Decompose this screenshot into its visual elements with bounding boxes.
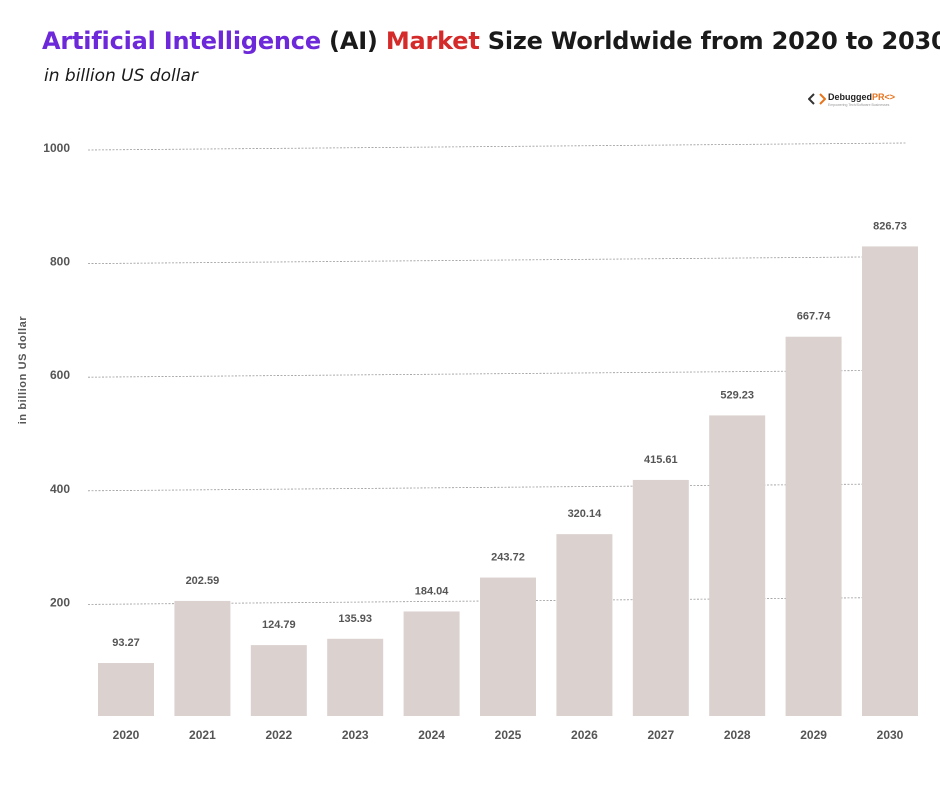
bar <box>327 638 384 716</box>
value-label: 320.14 <box>568 508 603 520</box>
title-part-rest: Size Worldwide from 2020 to 2030 <box>479 27 940 55</box>
bar <box>862 246 918 716</box>
x-tick-label: 2025 <box>495 728 522 742</box>
bar <box>174 600 231 716</box>
grid-line <box>87 369 907 378</box>
x-tick-label: 2021 <box>189 728 216 742</box>
logo-name-main: Debugged <box>828 92 872 102</box>
x-tick-label: 2029 <box>800 728 827 742</box>
x-tick-label: 2024 <box>418 728 445 742</box>
y-tick-label: 200 <box>50 595 70 609</box>
x-tick-label: 2020 <box>113 728 140 742</box>
x-tick-label: 2028 <box>724 728 751 742</box>
code-brackets-icon <box>808 93 826 105</box>
bar <box>480 577 536 716</box>
y-axis-label: in billion US dollar <box>17 316 29 425</box>
bar <box>98 663 154 716</box>
value-labels: 93.27 202.59 124.79 135.93 184.04 243.72 320.1… <box>112 220 907 649</box>
brand-logo: DebuggedPR<> Empowering Tech/Software Bu… <box>808 92 908 110</box>
bar <box>785 336 842 716</box>
title-part-abbrev: (AI) <box>320 27 386 55</box>
x-tick-label: 2030 <box>877 728 904 742</box>
logo-name-accent: PR <box>872 92 885 102</box>
value-label: 529.23 <box>720 389 754 401</box>
x-tick-label: 2022 <box>265 728 292 742</box>
y-axis-ticks: 200 400 600 800 1000 <box>43 141 70 609</box>
x-tick-label: 2027 <box>647 728 674 742</box>
bar <box>556 534 613 716</box>
value-label: 184.04 <box>415 585 450 597</box>
chart-subtitle: in billion US dollar <box>44 66 198 86</box>
value-label: 135.93 <box>338 613 372 625</box>
x-tick-label: 2023 <box>342 728 369 742</box>
bars <box>98 246 918 716</box>
bar <box>632 479 689 716</box>
bar <box>403 611 460 716</box>
bar <box>250 645 307 716</box>
x-tick-label: 2026 <box>571 728 598 742</box>
title-part-market: Market <box>385 27 480 55</box>
x-axis-ticks: 2020 2021 2022 2023 2024 2025 2026 2027 2028 2029… <box>113 728 904 742</box>
value-label: 415.61 <box>644 454 678 466</box>
value-label: 124.79 <box>262 619 296 631</box>
chart-title: Artificial Intelligence (AI) Market Size… <box>42 27 940 55</box>
value-label: 826.73 <box>873 220 907 232</box>
logo-tagline: Empowering Tech/Software Businesses <box>828 103 890 107</box>
value-label: 667.74 <box>797 311 832 323</box>
logo-chevron: <> <box>884 92 896 102</box>
y-tick-label: 400 <box>50 482 70 496</box>
bar <box>709 415 766 716</box>
y-tick-label: 1000 <box>43 141 70 155</box>
grid-lines <box>87 142 907 605</box>
value-label: 93.27 <box>112 637 140 649</box>
logo-wordmark: DebuggedPR<> <box>828 92 895 102</box>
grid-line <box>87 483 907 492</box>
y-tick-label: 800 <box>50 255 70 269</box>
y-tick-label: 600 <box>50 368 70 382</box>
grid-line <box>87 142 907 151</box>
value-label: 243.72 <box>491 552 525 564</box>
value-label: 202.59 <box>186 575 220 587</box>
title-part-ai-name: Artificial Intelligence <box>42 27 321 55</box>
grid-line <box>87 256 907 264</box>
